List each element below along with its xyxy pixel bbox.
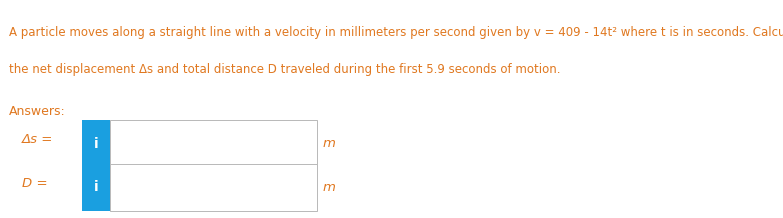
Text: Answers:: Answers:: [9, 105, 66, 118]
Text: Δs =: Δs =: [22, 133, 53, 146]
Text: i: i: [94, 137, 98, 151]
Text: i: i: [94, 181, 98, 194]
Text: A particle moves along a straight line with a velocity in millimeters per second: A particle moves along a straight line w…: [9, 26, 783, 39]
Text: the net displacement Δs and total distance D traveled during the first 5.9 secon: the net displacement Δs and total distan…: [9, 63, 561, 76]
Text: m: m: [323, 181, 335, 194]
Text: D =: D =: [22, 177, 48, 190]
Text: m: m: [323, 137, 335, 150]
